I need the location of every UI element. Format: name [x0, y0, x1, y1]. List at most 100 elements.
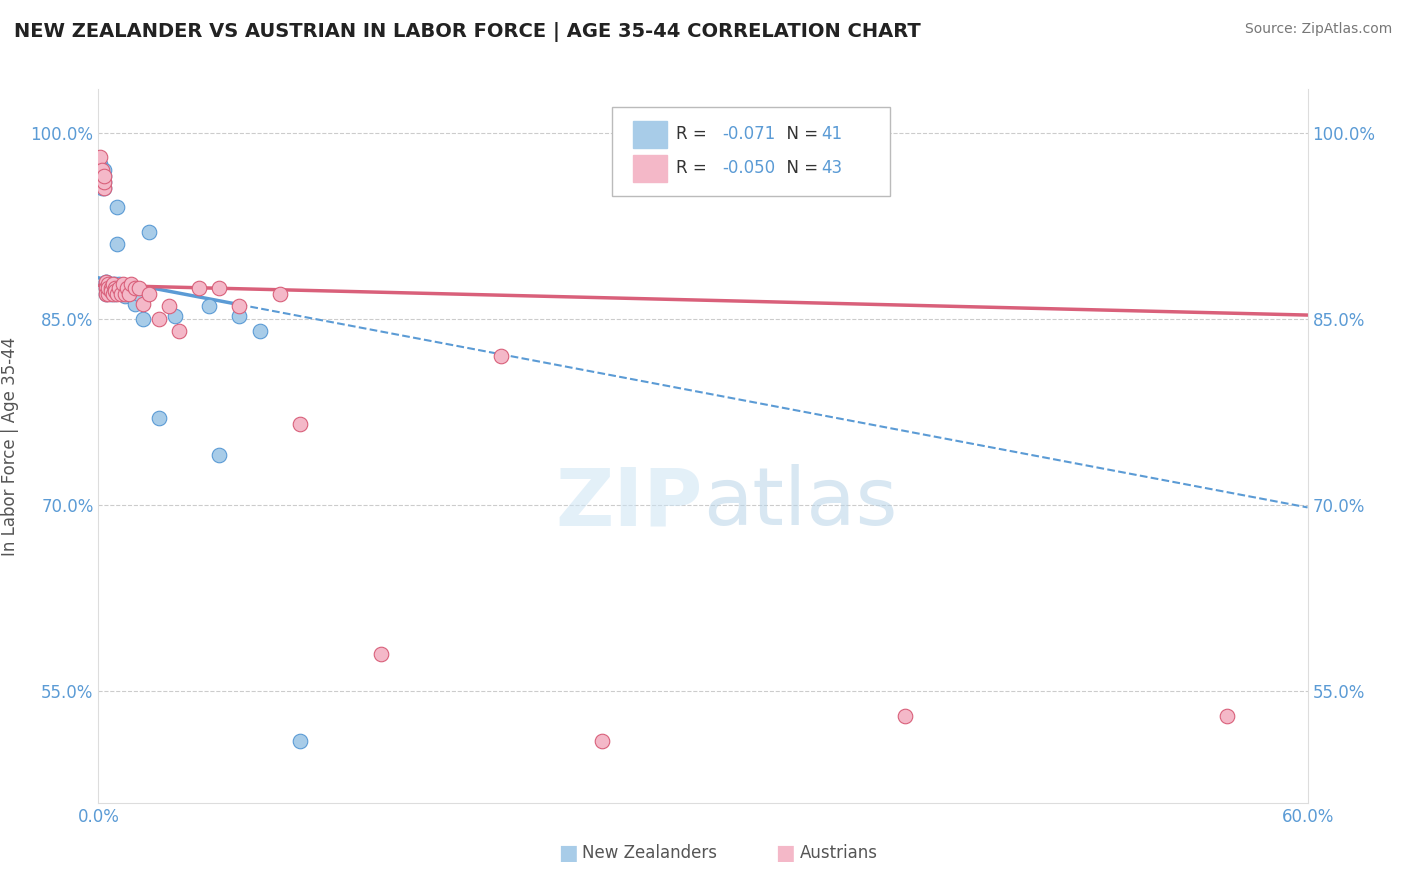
Point	[101, 277, 124, 291]
Point	[228, 299, 250, 313]
Point	[120, 277, 142, 291]
Point	[101, 287, 124, 301]
Point	[114, 289, 136, 303]
Text: -0.071: -0.071	[723, 125, 776, 143]
Point	[111, 277, 134, 291]
Point	[228, 310, 250, 324]
Bar	[633, 120, 666, 148]
Point	[93, 175, 115, 189]
Point	[89, 175, 111, 189]
Text: ■: ■	[558, 843, 578, 863]
Bar	[633, 155, 666, 182]
Text: New Zealanders: New Zealanders	[582, 844, 717, 862]
Point	[105, 287, 128, 301]
Point	[96, 287, 118, 301]
Point	[103, 285, 125, 299]
Text: 43: 43	[821, 159, 842, 178]
Point	[100, 287, 122, 301]
Point	[124, 281, 146, 295]
Point	[138, 287, 160, 301]
Point	[93, 162, 115, 177]
Point	[101, 285, 124, 299]
Point	[100, 281, 122, 295]
Point	[269, 287, 291, 301]
Point	[96, 287, 118, 301]
Point	[91, 169, 114, 183]
Point	[91, 175, 114, 189]
Point	[120, 281, 142, 295]
Point	[103, 277, 125, 291]
Point	[148, 311, 170, 326]
Point	[107, 277, 129, 291]
Point	[93, 181, 115, 195]
Point	[97, 287, 120, 301]
Point	[96, 281, 118, 295]
Text: -0.050: -0.050	[723, 159, 776, 178]
Point	[128, 287, 150, 301]
Point	[893, 709, 915, 723]
Point	[91, 162, 114, 177]
Point	[97, 281, 120, 295]
Point	[97, 285, 120, 299]
Point	[1216, 709, 1239, 723]
Point	[93, 169, 115, 183]
Text: N =: N =	[776, 125, 823, 143]
Point	[100, 281, 122, 295]
Point	[118, 287, 141, 301]
Point	[110, 281, 132, 295]
Point	[107, 281, 129, 295]
Point	[288, 417, 311, 432]
Point	[288, 733, 311, 747]
Point	[97, 277, 120, 291]
Point	[138, 225, 160, 239]
Point	[91, 181, 114, 195]
Point	[148, 411, 170, 425]
Point	[97, 281, 120, 295]
Point	[157, 299, 180, 313]
Point	[128, 281, 150, 295]
Point	[97, 277, 120, 291]
Text: ■: ■	[776, 843, 796, 863]
Text: N =: N =	[776, 159, 823, 178]
Point	[100, 285, 122, 299]
Point	[491, 349, 513, 363]
FancyBboxPatch shape	[613, 107, 890, 196]
Point	[89, 151, 111, 165]
Point	[118, 287, 141, 301]
Point	[96, 281, 118, 295]
Point	[93, 175, 115, 189]
Text: Austrians: Austrians	[800, 844, 877, 862]
Point	[100, 285, 122, 299]
Point	[208, 448, 231, 462]
Point	[105, 200, 128, 214]
Point	[111, 285, 134, 299]
Text: R =: R =	[676, 159, 713, 178]
Point	[163, 310, 186, 324]
Y-axis label: In Labor Force | Age 35-44: In Labor Force | Age 35-44	[1, 336, 20, 556]
Point	[132, 311, 155, 326]
Text: NEW ZEALANDER VS AUSTRIAN IN LABOR FORCE | AGE 35-44 CORRELATION CHART: NEW ZEALANDER VS AUSTRIAN IN LABOR FORCE…	[14, 22, 921, 42]
Point	[124, 297, 146, 311]
Text: ZIP: ZIP	[555, 464, 703, 542]
Point	[96, 275, 118, 289]
Point	[96, 275, 118, 289]
Point	[591, 733, 613, 747]
Point	[103, 281, 125, 295]
Point	[96, 275, 118, 289]
Point	[93, 169, 115, 183]
Text: R =: R =	[676, 125, 713, 143]
Text: Source: ZipAtlas.com: Source: ZipAtlas.com	[1244, 22, 1392, 37]
Point	[167, 324, 190, 338]
Point	[370, 647, 392, 661]
Point	[132, 297, 155, 311]
Text: atlas: atlas	[703, 464, 897, 542]
Point	[110, 287, 132, 301]
Point	[93, 181, 115, 195]
Point	[105, 237, 128, 252]
Point	[114, 287, 136, 301]
Point	[103, 287, 125, 301]
Point	[101, 277, 124, 291]
Point	[188, 281, 211, 295]
Point	[89, 156, 111, 170]
Point	[115, 281, 138, 295]
